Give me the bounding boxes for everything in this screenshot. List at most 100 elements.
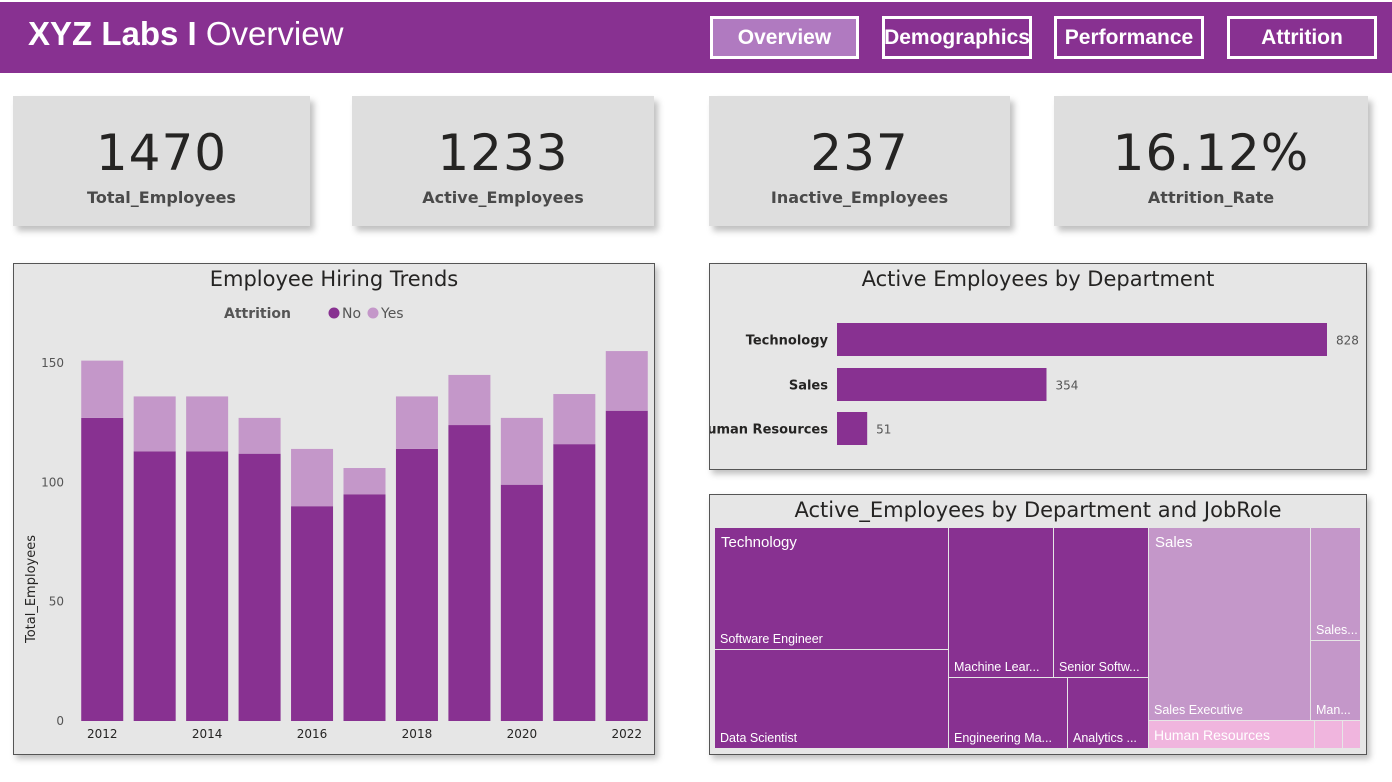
category-label: Sales — [789, 379, 828, 394]
kpi-value: 237 — [810, 124, 909, 182]
x-tick-label: 2012 — [87, 727, 118, 741]
data-label: 828 — [1336, 334, 1359, 348]
legend-yes-label[interactable]: Yes — [380, 306, 404, 322]
bar-human-resources[interactable] — [837, 412, 868, 445]
department-bar-title: Active Employees by Department — [861, 267, 1215, 291]
bar-yes-2022[interactable] — [605, 351, 648, 411]
treemap-label: Sales Executive — [1154, 703, 1243, 717]
treemap-label: Engineering Ma... — [954, 731, 1052, 745]
y-axis-ticks: 0 50 100 150 — [41, 356, 64, 728]
treemap-label: Data Scientist — [720, 731, 798, 745]
bar-no-2014[interactable] — [186, 451, 229, 721]
x-tick-label: 2014 — [192, 727, 223, 741]
tab-overview[interactable]: Overview — [710, 16, 859, 59]
bar-yes-2013[interactable] — [133, 396, 176, 452]
y-tick-label: 150 — [41, 356, 64, 370]
bar-no-2021[interactable] — [553, 444, 596, 721]
y-tick-label: 0 — [56, 714, 64, 728]
hiring-trends-panel: Employee Hiring Trends Attrition No Yes … — [13, 263, 655, 755]
bar-yes-2021[interactable] — [553, 394, 596, 445]
treemap-area: Technology Software Engineer Data Scient… — [715, 528, 1361, 749]
kpi-value: 1470 — [95, 124, 228, 182]
page-subtitle: Overview — [205, 15, 344, 52]
bar-yes-2014[interactable] — [186, 396, 229, 452]
tab-demographics[interactable]: Demographics — [882, 16, 1032, 59]
category-label: Human Resources — [710, 423, 828, 438]
department-bar-chart: Technology 828 Sales 354 Human Resources 51 — [710, 323, 1359, 445]
category-label: Technology — [746, 334, 829, 349]
bar-no-2017[interactable] — [343, 494, 386, 721]
kpi-value: 1233 — [437, 124, 569, 182]
treemap-cell-senior-software[interactable]: Senior Softw... — [1054, 528, 1149, 678]
hiring-trends-title: Employee Hiring Trends — [209, 267, 459, 291]
tab-performance-label: Performance — [1064, 25, 1194, 49]
treemap-group-sales: Sales — [1155, 534, 1193, 551]
treemap-cell-hr-role[interactable] — [1315, 721, 1343, 749]
bar-no-2020[interactable] — [500, 484, 543, 721]
kpi-card-total-employees: 1470 Total_Employees — [13, 96, 310, 226]
tab-demographics-label: Demographics — [884, 25, 1030, 49]
treemap-cell-hr-role[interactable] — [1343, 721, 1361, 749]
page-title: XYZ Labs I Overview — [28, 15, 343, 53]
bar-yes-2012[interactable] — [81, 360, 124, 418]
x-tick-label: 2018 — [402, 727, 433, 741]
treemap-label: Software Engineer — [720, 632, 823, 646]
treemap-label: Analytics ... — [1073, 731, 1137, 745]
treemap-cell-manager[interactable]: Man... — [1311, 641, 1361, 721]
treemap-group-human-resources: Human Resources — [1154, 727, 1270, 743]
treemap-cell-machine-learning[interactable]: Machine Lear... — [949, 528, 1054, 678]
x-tick-label: 2020 — [507, 727, 538, 741]
treemap-cell-software-engineer[interactable]: Technology Software Engineer — [715, 528, 949, 650]
treemap-cell-data-scientist[interactable]: Data Scientist — [715, 650, 949, 749]
kpi-label: Attrition_Rate — [1147, 188, 1275, 207]
treemap-title: Active_Employees by Department and JobRo… — [794, 498, 1282, 522]
bar-no-2022[interactable] — [605, 410, 648, 721]
department-bar-panel: Active Employees by Department Technolog… — [709, 263, 1367, 470]
y-tick-label: 100 — [41, 475, 64, 489]
chart-legend: Attrition No Yes — [224, 306, 404, 322]
treemap-label: Man... — [1316, 703, 1351, 717]
tab-overview-label: Overview — [737, 25, 832, 49]
bar-yes-2016[interactable] — [291, 448, 334, 507]
treemap-cell-human-resources[interactable]: Human Resources — [1149, 721, 1315, 749]
treemap-cell-engineering-manager[interactable]: Engineering Ma... — [949, 678, 1068, 749]
kpi-card-attrition-rate: 16.12% Attrition_Rate — [1054, 96, 1368, 226]
kpi-card-active-employees: 1233 Active_Employees — [352, 96, 654, 226]
bar-yes-2020[interactable] — [500, 417, 543, 485]
bar-no-2012[interactable] — [81, 417, 124, 721]
bar-yes-2019[interactable] — [448, 374, 491, 426]
treemap-cell-sales-executive[interactable]: Sales Sales Executive — [1149, 528, 1311, 721]
y-tick-label: 50 — [49, 595, 64, 609]
legend-no-marker — [328, 307, 340, 319]
bar-sales[interactable] — [837, 368, 1047, 401]
bar-series — [81, 351, 648, 721]
bar-yes-2017[interactable] — [343, 468, 386, 495]
y-axis-label: Total_Employees — [24, 535, 39, 644]
treemap-panel: Active_Employees by Department and JobRo… — [709, 494, 1367, 755]
treemap-cell-analytics[interactable]: Analytics ... — [1068, 678, 1149, 749]
treemap-group-technology: Technology — [721, 534, 797, 551]
bar-no-2016[interactable] — [291, 506, 334, 721]
header-bar: XYZ Labs I Overview Overview Demographic… — [0, 2, 1392, 73]
kpi-card-inactive-employees: 237 Inactive_Employees — [709, 96, 1010, 226]
legend-title: Attrition — [224, 306, 291, 322]
bar-yes-2015[interactable] — [238, 417, 281, 454]
bar-technology[interactable] — [837, 323, 1327, 356]
bar-no-2015[interactable] — [238, 453, 281, 721]
hiring-trends-chart: Attrition No Yes Total_Employees 0 50 100 1… — [24, 306, 648, 741]
legend-no-label[interactable]: No — [342, 306, 361, 322]
bar-yes-2018[interactable] — [395, 396, 438, 449]
bar-no-2018[interactable] — [395, 448, 438, 721]
tab-performance[interactable]: Performance — [1054, 16, 1204, 59]
tab-attrition[interactable]: Attrition — [1227, 16, 1377, 59]
treemap-cell-sales-representative[interactable]: Sales... — [1311, 528, 1361, 641]
treemap-label: Machine Lear... — [954, 660, 1040, 674]
kpi-label: Inactive_Employees — [770, 188, 949, 207]
bar-no-2013[interactable] — [133, 451, 176, 721]
treemap-label: Senior Softw... — [1059, 660, 1140, 674]
kpi-label: Total_Employees — [87, 188, 236, 207]
bar-no-2019[interactable] — [448, 425, 491, 721]
treemap-label: Sales... — [1316, 623, 1358, 637]
kpi-value: 16.12% — [1112, 124, 1310, 182]
legend-yes-marker — [367, 307, 379, 319]
